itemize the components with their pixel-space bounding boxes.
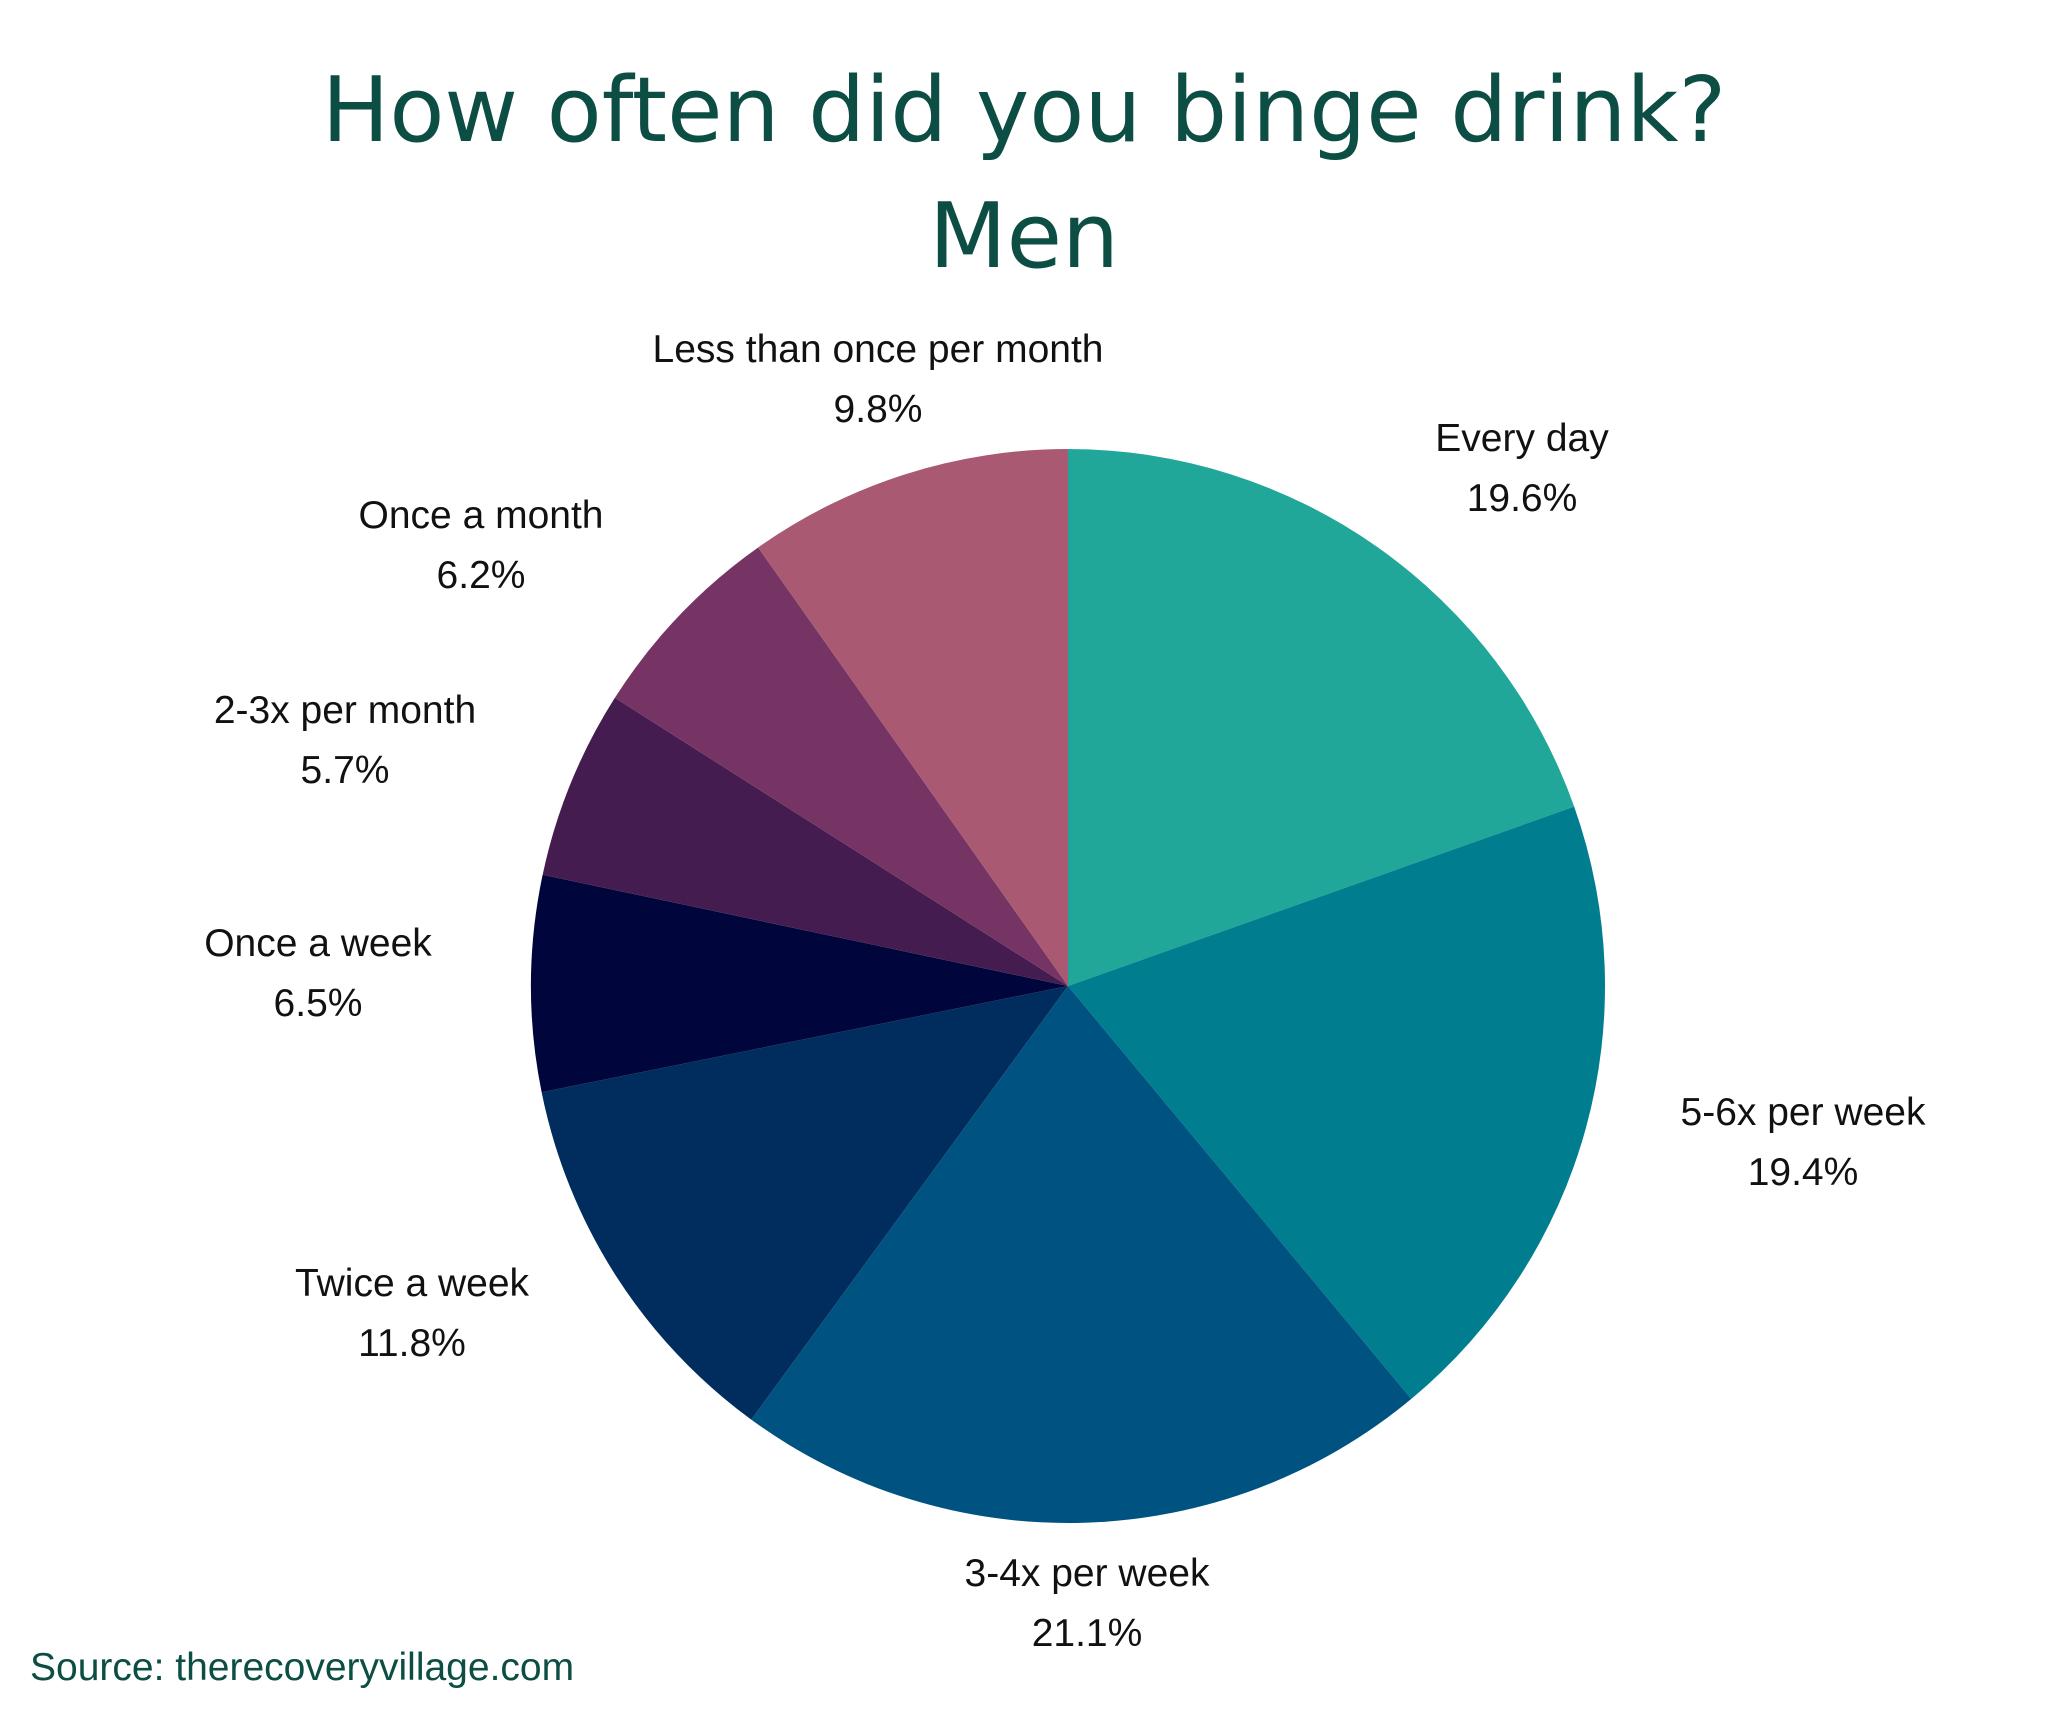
chart-title-main: How often did you binge drink? [321, 58, 1727, 163]
pie-labels: Every day 19.6% 5-6x per week 19.4% 3-4x per… [204, 328, 1926, 1655]
pie-slice-5-6x-per-week [1068, 806, 1606, 1399]
slice-label: 5-6x per week [1681, 1091, 1926, 1134]
pie-slice-less-than-once-per-month [758, 449, 1068, 986]
slice-label: 2-3x per month [214, 689, 476, 732]
slice-value-label: 6.5% [274, 982, 363, 1025]
slice-label: Less than once per month [653, 328, 1104, 371]
slice-value-label: 21.1% [1032, 1612, 1143, 1655]
slice-value-label: 19.4% [1748, 1151, 1859, 1194]
chart-subtitle: Men [928, 184, 1120, 289]
chart-title: How often did you binge drink? Men [0, 48, 2048, 300]
slice-label: Twice a week [295, 1262, 530, 1305]
pie-slice-twice-a-week [541, 986, 1068, 1420]
source-note: Source: therecoveryvillage.com [30, 1646, 575, 1689]
pie-slices [530, 448, 1606, 1524]
slice-label: Once a week [204, 922, 432, 965]
slice-label: 3-4x per week [965, 1552, 1210, 1595]
slice-value-label: 9.8% [834, 388, 923, 431]
pie-slice-2-3x-per-month [542, 697, 1068, 986]
pie-slice-once-a-month [614, 547, 1068, 986]
pie-slice-3-4x-per-week [751, 986, 1412, 1524]
slice-value-label: 5.7% [301, 749, 390, 792]
pie-slice-once-a-week [530, 874, 1068, 1093]
slice-value-label: 6.2% [437, 554, 526, 597]
slice-value-label: 11.8% [358, 1322, 466, 1365]
slice-value-label: 19.6% [1467, 477, 1578, 520]
slice-label: Once a month [359, 494, 604, 537]
pie-slice-every-day [1068, 448, 1575, 986]
slice-label: Every day [1435, 417, 1609, 460]
